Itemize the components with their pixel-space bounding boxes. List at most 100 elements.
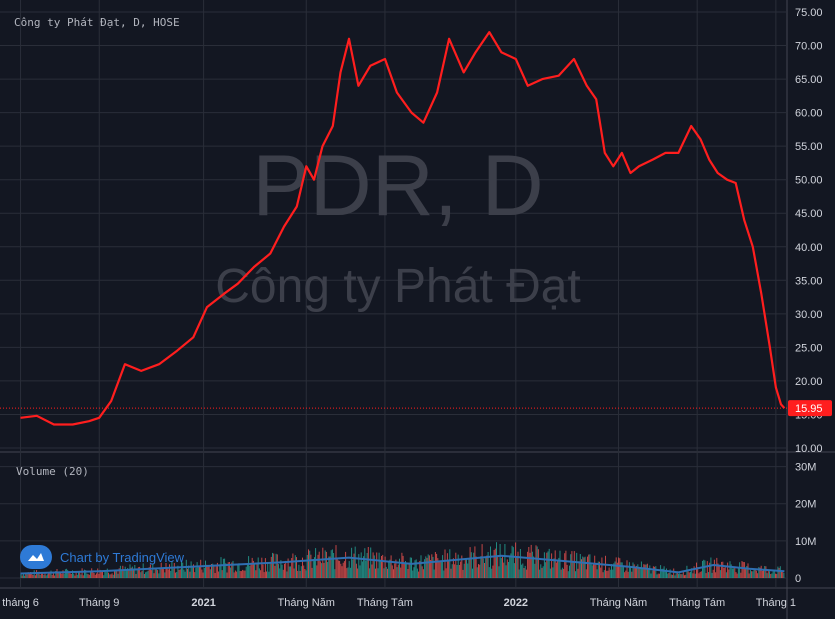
volume-bar: [75, 571, 77, 578]
volume-bar: [525, 569, 527, 578]
volume-bar: [650, 573, 652, 578]
volume-bar: [396, 567, 398, 578]
volume-bar: [212, 563, 214, 578]
volume-bar: [725, 572, 727, 578]
volume-bar: [303, 565, 305, 578]
volume-bar: [776, 574, 778, 578]
volume-bar: [282, 569, 284, 578]
volume-bar: [709, 562, 711, 578]
volume-bar: [130, 567, 132, 578]
volume-bar: [733, 568, 735, 578]
volume-bar: [127, 568, 129, 578]
volume-bar: [323, 562, 325, 578]
volume-bar: [710, 557, 712, 578]
volume-bar: [528, 547, 530, 578]
volume-bar: [781, 571, 782, 578]
volume-bar: [230, 567, 232, 578]
volume-bar: [470, 552, 472, 578]
volume-bar: [693, 566, 695, 578]
volume-bar: [637, 564, 639, 578]
price-line[interactable]: [20, 31, 786, 426]
volume-bar: [373, 555, 375, 578]
volume-bar: [771, 573, 773, 578]
volume-bar: [363, 556, 365, 578]
volume-bar: [560, 569, 562, 578]
volume-bar: [64, 569, 66, 578]
volume-bar: [279, 568, 281, 578]
volume-bar: [590, 564, 592, 578]
volume-bar: [61, 573, 63, 578]
volume-bar: [342, 562, 344, 578]
volume-bar: [448, 560, 450, 578]
volume-bar: [422, 569, 424, 578]
volume-bar: [742, 562, 744, 578]
volume-bar: [124, 566, 126, 578]
volume-bar: [772, 571, 774, 578]
volume-bar: [73, 573, 75, 578]
volume-bar: [555, 562, 557, 578]
volume-bar: [625, 570, 627, 578]
volume-bar: [321, 563, 323, 578]
volume-ma-line: [20, 554, 785, 575]
volume-bar: [664, 570, 666, 578]
volume-bar: [399, 558, 400, 578]
price-tick-label: 20.00: [795, 376, 823, 388]
volume-bar: [456, 565, 458, 578]
volume-bar: [24, 575, 26, 578]
volume-bar: [661, 568, 663, 578]
volume-bar: [672, 574, 673, 578]
volume-bar: [197, 566, 199, 578]
volume-bar: [777, 566, 779, 578]
volume-bar: [728, 569, 730, 578]
volume-bar: [112, 574, 114, 578]
volume-bar: [50, 570, 52, 578]
price-tick-label: 35.00: [795, 275, 823, 287]
volume-bar: [349, 567, 351, 578]
volume-bar: [218, 571, 220, 578]
volume-bar: [78, 572, 79, 578]
volume-bar: [103, 575, 105, 578]
volume-bar: [232, 560, 234, 578]
volume-bar: [748, 573, 750, 578]
volume-bar: [533, 556, 535, 578]
volume-bar: [346, 568, 348, 578]
volume-bar: [766, 573, 768, 578]
price-tick-label: 45.00: [795, 208, 823, 220]
volume-bar: [666, 568, 667, 578]
price-tick-label: 40.00: [795, 242, 823, 254]
volume-bar: [195, 567, 197, 578]
volume-bar: [129, 564, 131, 578]
price-tick-label: 30.00: [795, 309, 823, 321]
volume-bar: [163, 569, 165, 578]
volume-bar: [245, 566, 247, 578]
watermark: PDR, D Công ty Phát Đạt: [215, 138, 581, 313]
volume-bar: [20, 573, 22, 578]
volume-bar: [25, 572, 27, 578]
volume-bar: [722, 561, 724, 578]
tradingview-attribution[interactable]: Chart by TradingView: [20, 545, 184, 569]
volume-bar: [189, 571, 191, 578]
volume-bar: [584, 556, 586, 578]
volume-bar: [607, 570, 609, 578]
volume-bar: [515, 542, 517, 578]
volume-bar: [640, 561, 642, 578]
volume-bar: [292, 553, 294, 578]
watermark-company: Công ty Phát Đạt: [215, 260, 581, 313]
volume-bar: [169, 564, 170, 578]
volume-bar: [588, 554, 590, 578]
volume-bar: [30, 572, 32, 578]
volume-bar: [305, 570, 307, 578]
volume-bar: [57, 572, 59, 578]
volume-bar: [579, 554, 581, 578]
time-tick-label: Tháng 9: [79, 597, 119, 609]
volume-bar: [293, 568, 295, 578]
volume-bar: [655, 566, 657, 578]
volume-bar: [758, 567, 760, 578]
volume-bar: [419, 560, 421, 578]
volume-bar: [90, 570, 91, 578]
volume-bar: [502, 555, 503, 578]
volume-bar: [678, 573, 679, 578]
volume-bar: [88, 574, 90, 578]
volume-bar: [252, 560, 254, 578]
